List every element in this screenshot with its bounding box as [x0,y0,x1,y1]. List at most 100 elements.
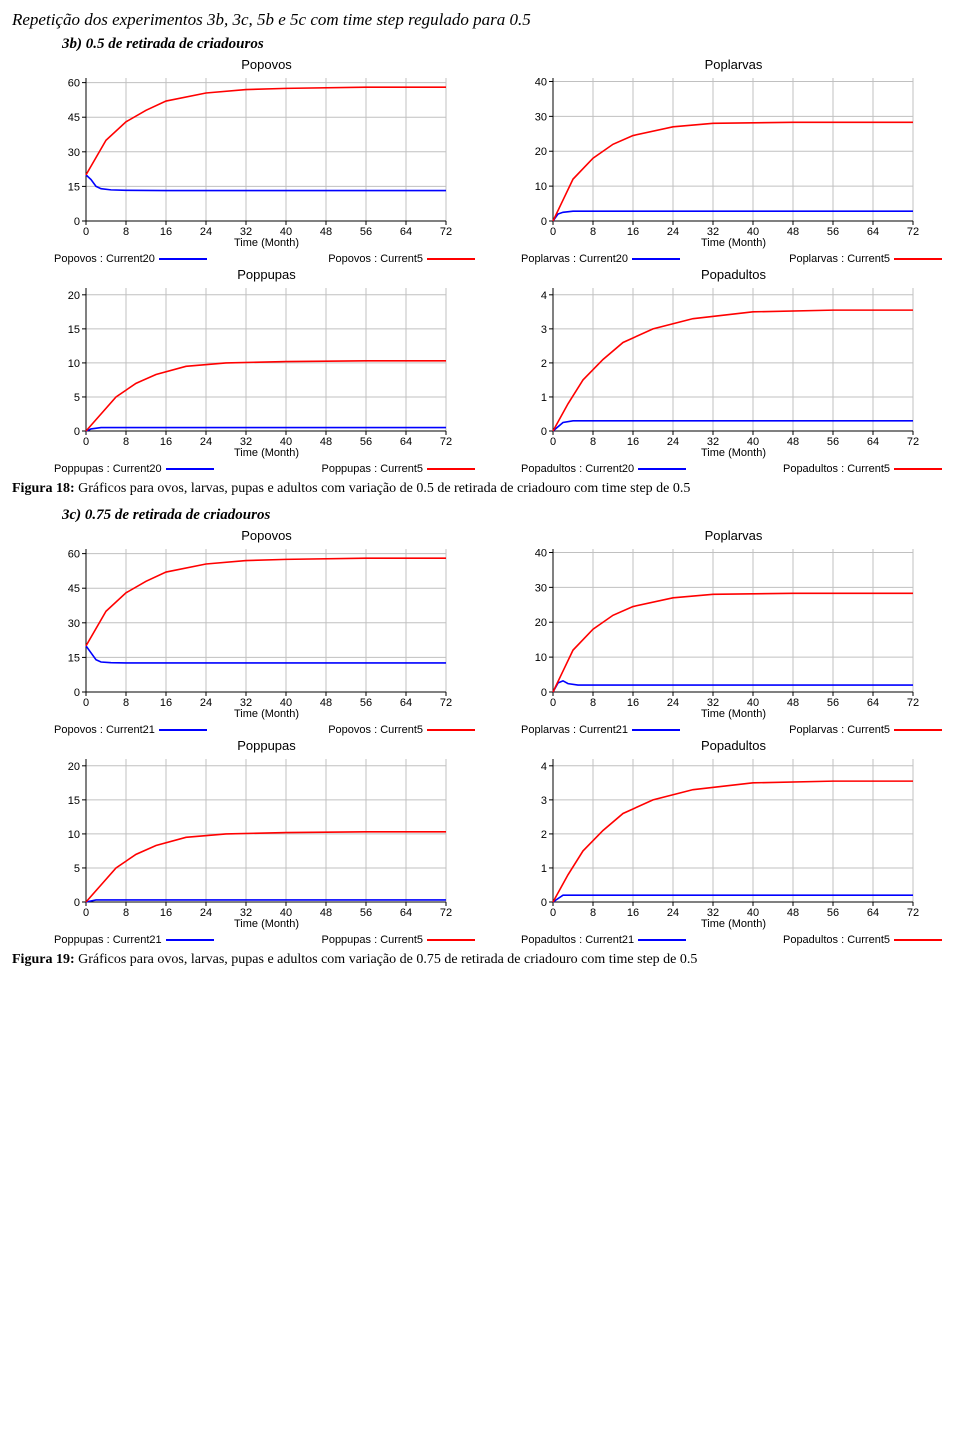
legend-swatch [894,939,942,941]
svg-text:24: 24 [667,907,679,919]
chart-title: Popadultos [519,738,948,753]
chart-title: Popovos [52,57,481,72]
legend-item: Popovos : Current20 [54,253,207,265]
chart-block-poplarvas: Poplarvas081624324048566472010203040Time… [519,57,948,265]
legend-label: Popovos : Current21 [54,724,155,736]
chart-popovos: 081624324048566472015304560 [52,545,452,710]
legend-label: Poplarvas : Current5 [789,724,890,736]
chart-legend: Poplarvas : Current20 Poplarvas : Current… [519,253,948,265]
legend-swatch [427,258,475,260]
chart-poplarvas: 081624324048566472010203040 [519,74,919,239]
svg-text:2: 2 [541,358,547,370]
legend-swatch [894,729,942,731]
chart-block-poppupas: Poppupas08162432404856647205101520Time (… [52,738,481,946]
svg-text:56: 56 [827,226,839,238]
chart-title: Poplarvas [519,528,948,543]
svg-text:15: 15 [68,324,80,336]
svg-text:8: 8 [123,436,129,448]
chart-legend: Poppupas : Current20Poppupas : Current5 [52,463,481,475]
svg-text:48: 48 [787,907,799,919]
chart-popadultos: 08162432404856647201234 [519,284,919,449]
chart-legend: Poppupas : Current21Poppupas : Current5 [52,934,481,946]
chart-legend: Popovos : Current21 Popovos : Current5 [52,724,481,736]
page-subheading-3c: 3c) 0.75 de retirada de criadouros [62,507,948,524]
svg-text:16: 16 [627,436,639,448]
chart-popovos: 081624324048566472015304560 [52,74,452,239]
svg-text:30: 30 [535,582,547,594]
svg-text:64: 64 [867,226,879,238]
chart-title: Popovos [52,528,481,543]
svg-text:45: 45 [68,583,80,595]
figure-18-caption: Figura 18: Gráficos para ovos, larvas, p… [12,481,948,497]
legend-swatch [166,468,214,470]
legend-item: Popovos : Current5 [328,724,475,736]
chart-block-popadultos: Popadultos08162432404856647201234Time (M… [519,267,948,475]
svg-text:30: 30 [535,111,547,123]
svg-text:2: 2 [541,829,547,841]
svg-text:0: 0 [550,697,556,709]
legend-item: Popadultos : Current5 [783,463,942,475]
svg-text:72: 72 [907,907,919,919]
svg-text:15: 15 [68,181,80,193]
svg-text:20: 20 [68,290,80,302]
figure-19-caption: Figura 19: Gráficos para ovos, larvas, p… [12,952,948,968]
svg-text:0: 0 [550,436,556,448]
svg-text:60: 60 [68,549,80,561]
svg-text:56: 56 [827,697,839,709]
legend-item: Popadultos : Current21 [521,934,686,946]
svg-text:72: 72 [907,697,919,709]
svg-text:8: 8 [590,436,596,448]
legend-label: Poplarvas : Current20 [521,253,628,265]
svg-text:24: 24 [200,436,212,448]
svg-text:8: 8 [123,226,129,238]
svg-text:48: 48 [320,907,332,919]
svg-text:16: 16 [627,226,639,238]
svg-text:48: 48 [320,226,332,238]
svg-text:72: 72 [907,226,919,238]
svg-text:20: 20 [68,761,80,773]
svg-text:64: 64 [400,436,412,448]
svg-text:24: 24 [200,226,212,238]
chart-block-popovos: Popovos081624324048566472015304560Time (… [52,528,481,736]
figure-18-label: Figura 18: [12,481,75,496]
figure-19-text: Gráficos para ovos, larvas, pupas e adul… [75,952,698,967]
svg-text:64: 64 [867,697,879,709]
svg-text:0: 0 [74,897,80,909]
legend-label: Poppupas : Current21 [54,934,162,946]
svg-text:64: 64 [400,226,412,238]
svg-text:56: 56 [360,436,372,448]
svg-text:10: 10 [535,181,547,193]
legend-item: Poplarvas : Current20 [521,253,680,265]
svg-text:64: 64 [400,907,412,919]
svg-text:15: 15 [68,795,80,807]
legend-item: Poplarvas : Current21 [521,724,680,736]
chart-title: Poppupas [52,267,481,282]
svg-text:0: 0 [541,897,547,909]
svg-text:64: 64 [400,697,412,709]
chart-title: Popadultos [519,267,948,282]
svg-text:0: 0 [83,226,89,238]
chart-block-popovos: Popovos081624324048566472015304560Time (… [52,57,481,265]
legend-label: Popadultos : Current20 [521,463,634,475]
chart-popadultos: 08162432404856647201234 [519,755,919,920]
legend-swatch [638,468,686,470]
legend-swatch [638,939,686,941]
svg-text:0: 0 [541,687,547,699]
figure-19-label: Figura 19: [12,952,75,967]
svg-text:20: 20 [535,617,547,629]
chart-block-popadultos: Popadultos08162432404856647201234Time (M… [519,738,948,946]
chart-poppupas: 08162432404856647205101520 [52,284,452,449]
chart-poppupas: 08162432404856647205101520 [52,755,452,920]
svg-text:3: 3 [541,324,547,336]
svg-text:0: 0 [83,436,89,448]
legend-item: Poplarvas : Current5 [789,253,942,265]
svg-text:24: 24 [667,226,679,238]
svg-text:16: 16 [627,697,639,709]
svg-text:0: 0 [541,426,547,438]
svg-text:64: 64 [867,436,879,448]
legend-label: Poplarvas : Current5 [789,253,890,265]
figure-18-text: Gráficos para ovos, larvas, pupas e adul… [75,481,691,496]
legend-label: Popovos : Current20 [54,253,155,265]
chart-title: Poppupas [52,738,481,753]
legend-swatch [894,258,942,260]
